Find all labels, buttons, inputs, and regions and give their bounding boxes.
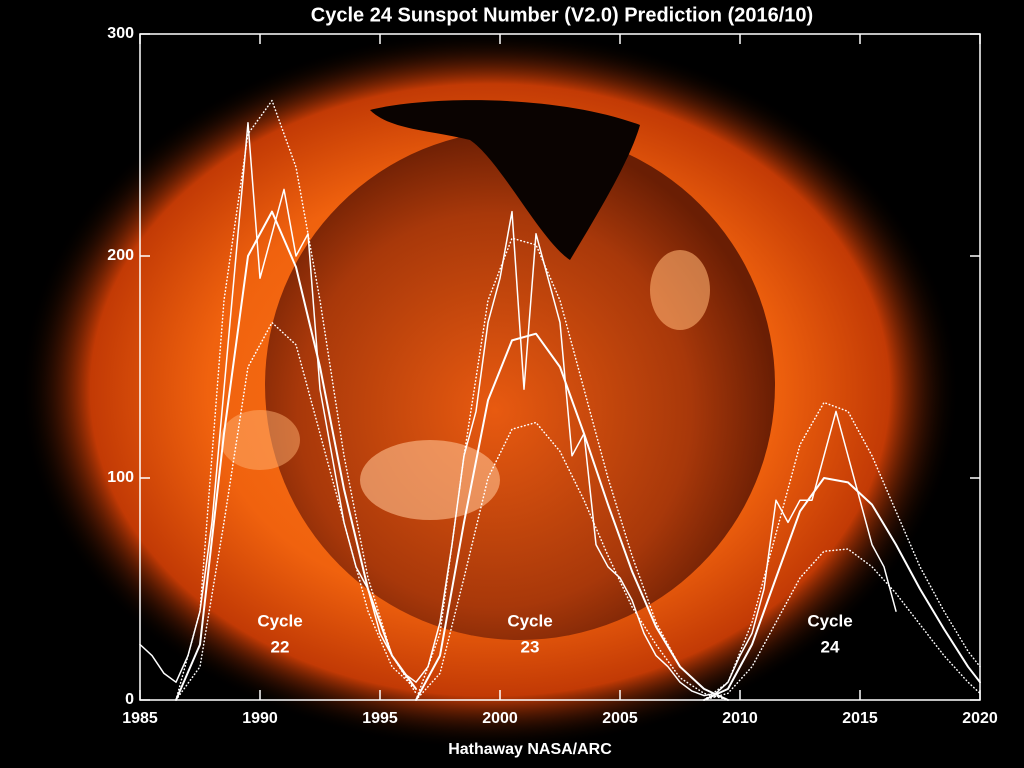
chart-title: Cycle 24 Sunspot Number (V2.0) Predictio… [311, 4, 813, 26]
x-axis-label: Hathaway NASA/ARC [448, 741, 612, 758]
cycle-annotation: Cycle [807, 611, 852, 630]
cycle-annotation: 24 [821, 637, 840, 656]
series-line [703, 477, 981, 701]
cycle-annotation: Cycle [507, 611, 552, 630]
y-tick-label: 100 [107, 469, 134, 486]
y-tick-label: 300 [107, 25, 134, 42]
bright-region [220, 410, 300, 470]
series-line [175, 210, 417, 701]
series-line [703, 401, 981, 701]
x-tick-label: 2010 [722, 710, 758, 727]
bright-region [650, 250, 710, 330]
x-tick-label: 1985 [122, 710, 158, 727]
x-tick-label: 1990 [242, 710, 278, 727]
series-line [415, 421, 729, 701]
y-tick-label: 200 [107, 247, 134, 264]
cycle-annotation: 23 [521, 637, 540, 656]
series-line [415, 237, 729, 701]
series-line [175, 99, 417, 701]
x-tick-label: 1995 [362, 710, 398, 727]
series-line [175, 321, 417, 701]
cycle-annotation: Cycle [257, 611, 302, 630]
plot-frame [139, 33, 981, 701]
x-tick-label: 2015 [842, 710, 878, 727]
x-tick-label: 2005 [602, 710, 638, 727]
x-tick-label: 2000 [482, 710, 518, 727]
bright-region [360, 440, 500, 520]
series-line [139, 122, 897, 697]
x-tick-label: 2020 [962, 710, 998, 727]
sun-disc [265, 130, 775, 640]
series-line [703, 548, 981, 701]
y-tick-label: 0 [125, 691, 134, 708]
coronal-hole [370, 100, 640, 260]
cycle-annotation: 22 [271, 637, 290, 656]
